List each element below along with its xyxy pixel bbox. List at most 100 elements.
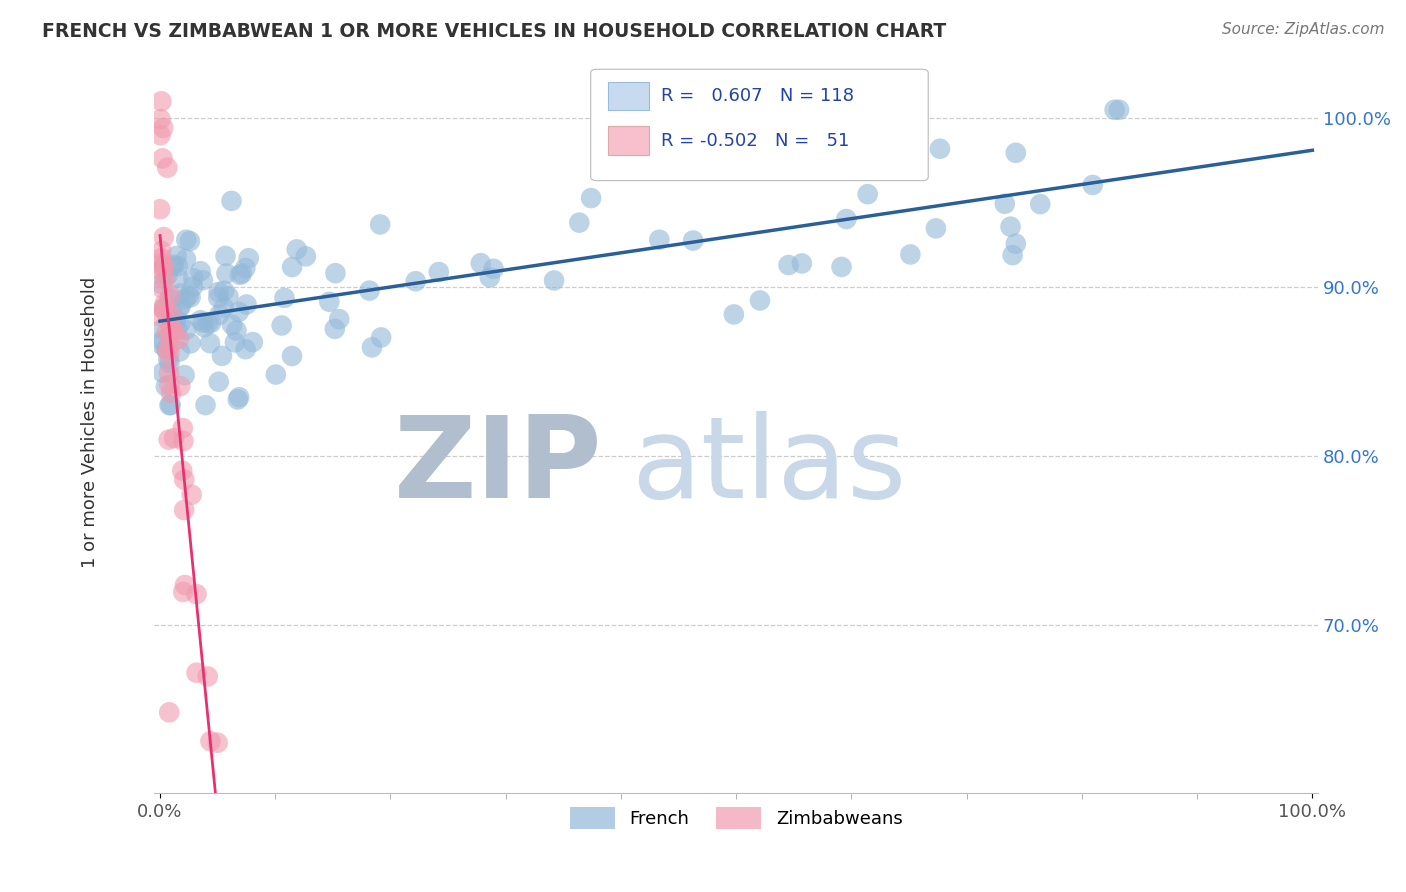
Point <box>856 187 879 202</box>
Point <box>207 736 229 750</box>
Point <box>157 352 180 367</box>
Point <box>150 256 173 270</box>
Point <box>149 202 172 217</box>
Point <box>482 261 505 276</box>
Point <box>167 270 190 285</box>
Point <box>162 310 184 325</box>
Point <box>149 128 172 143</box>
Point <box>200 734 222 748</box>
Point <box>159 321 181 335</box>
Point <box>191 273 214 287</box>
Point <box>929 142 952 156</box>
Point <box>150 95 173 109</box>
Text: atlas: atlas <box>631 411 907 522</box>
Point <box>211 349 233 363</box>
Legend: French, Zimbabweans: French, Zimbabweans <box>562 800 910 837</box>
Point <box>157 347 180 361</box>
Point <box>478 270 501 285</box>
Text: R = -0.502   N =   51: R = -0.502 N = 51 <box>661 131 849 150</box>
Point <box>264 368 287 382</box>
Point <box>172 464 194 478</box>
Point <box>229 268 252 282</box>
Point <box>152 152 174 166</box>
Point <box>238 251 260 265</box>
Point <box>790 256 813 270</box>
Point <box>1108 103 1130 117</box>
Point <box>1004 145 1026 160</box>
Point <box>221 194 243 208</box>
Point <box>150 277 173 291</box>
Point <box>153 301 176 315</box>
Point <box>174 252 197 267</box>
Point <box>325 266 347 280</box>
Point <box>155 326 177 340</box>
Point <box>165 314 187 328</box>
Point <box>172 434 194 448</box>
Point <box>281 349 304 363</box>
Point <box>273 291 295 305</box>
Point <box>150 281 173 295</box>
Point <box>270 318 292 333</box>
Point <box>172 421 194 435</box>
Point <box>212 301 235 315</box>
Point <box>723 307 745 321</box>
Point <box>193 320 215 334</box>
Point <box>162 306 184 320</box>
Point <box>174 578 197 592</box>
Point <box>190 313 212 327</box>
Point <box>368 218 391 232</box>
Point <box>328 312 350 326</box>
Point <box>155 379 177 393</box>
Point <box>1004 236 1026 251</box>
Point <box>197 316 219 330</box>
Point <box>153 296 176 310</box>
Point <box>163 431 186 445</box>
Point <box>200 316 222 330</box>
Point <box>160 260 183 274</box>
Point <box>156 268 179 282</box>
Point <box>157 377 180 392</box>
Point <box>235 342 257 356</box>
Point <box>149 310 172 324</box>
Point <box>214 249 236 263</box>
Point <box>166 249 188 263</box>
Point <box>831 260 853 274</box>
Point <box>1000 219 1022 234</box>
Point <box>225 324 247 338</box>
Point <box>157 706 180 720</box>
Point <box>543 273 565 287</box>
Text: Source: ZipAtlas.com: Source: ZipAtlas.com <box>1222 22 1385 37</box>
Point <box>191 316 214 330</box>
Point <box>318 294 340 309</box>
Point <box>149 263 172 277</box>
Point <box>323 322 346 336</box>
Point <box>361 340 384 354</box>
Point <box>159 398 181 412</box>
Point <box>207 285 229 299</box>
Point <box>152 261 174 276</box>
Point <box>149 112 172 127</box>
Point <box>579 191 602 205</box>
Point <box>405 274 427 288</box>
Point <box>470 256 492 270</box>
Point <box>648 233 671 247</box>
Point <box>167 259 190 273</box>
Point <box>149 337 172 351</box>
Point <box>152 366 174 380</box>
Point <box>207 291 229 305</box>
Point <box>156 343 179 358</box>
Point <box>198 336 221 351</box>
Point <box>235 297 257 311</box>
Point <box>159 288 181 302</box>
Point <box>846 120 869 135</box>
Point <box>160 320 183 334</box>
Point <box>169 286 191 301</box>
Point <box>778 258 800 272</box>
Point <box>152 120 174 135</box>
Point <box>212 284 235 298</box>
Point <box>160 326 183 340</box>
Point <box>153 272 176 286</box>
Point <box>169 379 191 393</box>
Point <box>153 303 176 318</box>
Point <box>169 301 191 315</box>
